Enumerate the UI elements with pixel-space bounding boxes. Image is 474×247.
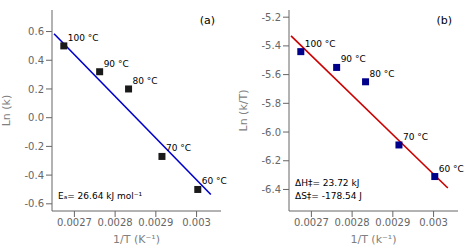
svg-text:70 °C: 70 °C — [403, 132, 428, 142]
svg-text:0.2: 0.2 — [28, 84, 44, 95]
svg-text:70 °C: 70 °C — [166, 143, 191, 153]
svg-text:0.0029: 0.0029 — [375, 217, 410, 228]
svg-text:80 °C: 80 °C — [370, 69, 395, 79]
svg-text:60 °C: 60 °C — [439, 164, 464, 174]
svg-text:0.003: 0.003 — [419, 217, 448, 228]
svg-text:0.0027: 0.0027 — [294, 217, 329, 228]
svg-text:100 °C: 100 °C — [68, 33, 99, 43]
svg-text:80 °C: 80 °C — [133, 76, 158, 86]
svg-text:-0.2: -0.2 — [24, 141, 44, 152]
svg-text:90 °C: 90 °C — [104, 59, 129, 69]
svg-text:0.6: 0.6 — [28, 26, 44, 37]
svg-text:0.0028: 0.0028 — [335, 217, 370, 228]
svg-text:60 °C: 60 °C — [202, 176, 227, 186]
html-text:ΔS‡= -178.54 J: ΔS‡= -178.54 J — [295, 191, 362, 201]
svg-text:0.0029: 0.0029 — [138, 217, 173, 228]
svg-text:-5.4: -5.4 — [261, 40, 281, 51]
svg-text:-0.6: -0.6 — [24, 198, 44, 209]
html-text:(b): (b) — [436, 14, 452, 27]
svg-text:0.003: 0.003 — [182, 217, 211, 228]
svg-text:0.0: 0.0 — [28, 112, 44, 123]
svg-text:Ln (k/T): Ln (k/T) — [237, 90, 250, 132]
svg-text:1/T (K⁻¹): 1/T (K⁻¹) — [113, 233, 160, 246]
svg-text:-5.2: -5.2 — [261, 12, 281, 23]
svg-text:0.4: 0.4 — [28, 55, 44, 66]
svg-text:-5.8: -5.8 — [261, 98, 281, 109]
svg-text:Ln (k): Ln (k) — [8, 95, 13, 127]
svg-text:-6.4: -6.4 — [261, 184, 281, 195]
svg-text:90 °C: 90 °C — [341, 54, 366, 64]
html-text:Eₐ= 26.64 kJ mol⁻¹: Eₐ= 26.64 kJ mol⁻¹ — [58, 191, 143, 201]
svg-text:0.0027: 0.0027 — [57, 217, 92, 228]
svg-text:100 °C: 100 °C — [305, 39, 336, 49]
svg-text:0.0028: 0.0028 — [98, 217, 133, 228]
svg-text:1/T (k⁻¹): 1/T (k⁻¹) — [350, 233, 396, 246]
svg-text:-5.6: -5.6 — [261, 69, 281, 80]
svg-text:-0.4: -0.4 — [24, 170, 44, 181]
svg-text:-6.2: -6.2 — [261, 155, 281, 166]
html-text:(a): (a) — [199, 14, 215, 27]
html-text:ΔH‡= 23.72 kJ: ΔH‡= 23.72 kJ — [295, 178, 360, 188]
svg-text:-6.0: -6.0 — [261, 127, 281, 138]
